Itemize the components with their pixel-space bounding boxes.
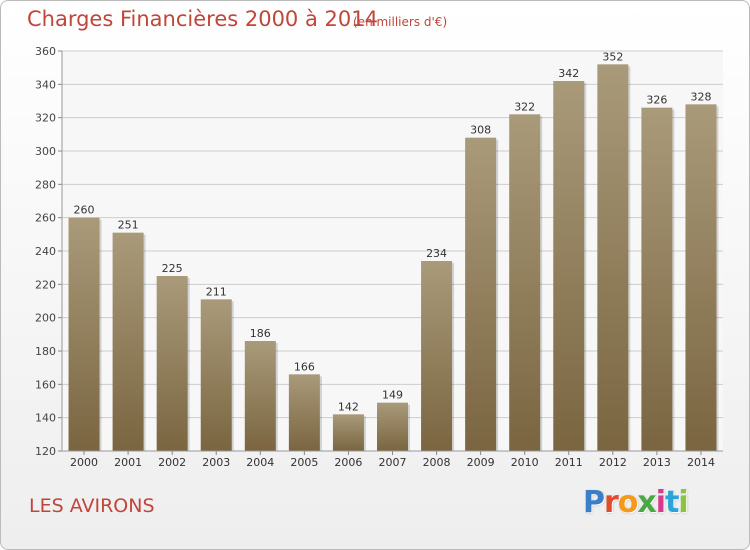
x-tick-label: 2005 (290, 456, 318, 469)
bar-value-label: 225 (162, 262, 183, 275)
x-tick-label: 2002 (158, 456, 186, 469)
bar-2013 (641, 107, 673, 452)
y-tick-label: 220 (35, 278, 56, 291)
logo-letter: o (617, 485, 639, 520)
bar-2011 (553, 81, 585, 451)
logo-letter: x (637, 485, 656, 520)
proxiti-logo: Proxiti (583, 485, 689, 520)
commune-name: LES AVIRONS (29, 495, 155, 517)
y-tick-label: 260 (35, 212, 56, 225)
bar-2014 (685, 104, 717, 451)
bar-2012 (597, 64, 629, 452)
x-tick-label: 2006 (334, 456, 362, 469)
bar-2006 (332, 414, 364, 451)
y-tick-label: 360 (35, 45, 56, 58)
x-tick-label: 2004 (246, 456, 274, 469)
bar-value-label: 211 (206, 285, 227, 298)
x-tick-label: 2012 (599, 456, 627, 469)
y-tick-label: 320 (35, 112, 56, 125)
bar-value-label: 260 (74, 204, 95, 217)
bar-value-label: 234 (426, 247, 447, 260)
bar-2005 (288, 374, 320, 451)
logo-letter: P (583, 485, 605, 520)
bar-2002 (156, 276, 188, 451)
logo-letter: r (604, 485, 619, 520)
logo-letter: i (655, 485, 666, 520)
y-tick-label: 280 (35, 178, 56, 191)
y-tick-label: 340 (35, 78, 56, 91)
bar-value-label: 149 (382, 389, 403, 402)
axes: 120 140 160 180 200 220 240 260 280 300 320 340 360 2… (35, 45, 723, 469)
x-tick-label: 2008 (423, 456, 451, 469)
bar-value-label: 328 (690, 90, 711, 103)
x-tick-label: 2003 (202, 456, 230, 469)
bar-2010 (509, 114, 541, 451)
x-tick-label: 2011 (555, 456, 583, 469)
bar-value-label: 322 (514, 100, 535, 113)
bar-value-label: 251 (118, 219, 139, 232)
logo-letter: i (678, 485, 688, 520)
bar-2009 (465, 137, 497, 451)
bar-value-label: 352 (602, 50, 623, 63)
bars: 260 251 225 211 186 166 142 149 234 308 322 342 352 3… (68, 50, 719, 452)
bar-2007 (377, 402, 408, 451)
bar-2004 (244, 341, 276, 451)
x-tick-label: 2007 (379, 456, 407, 469)
bar-value-label: 342 (558, 67, 579, 80)
bar-2000 (68, 217, 100, 451)
x-tick-label: 2010 (511, 456, 539, 469)
logo-letter: t (665, 485, 679, 520)
x-tick-label: 2000 (70, 456, 98, 469)
chart-title: Charges Financières 2000 à 2014 (27, 7, 378, 31)
bar-value-label: 326 (646, 94, 667, 107)
y-tick-label: 140 (35, 412, 56, 425)
bar-2008 (421, 261, 453, 451)
y-tick-label: 180 (35, 345, 56, 358)
bar-value-label: 308 (470, 124, 491, 137)
x-tick-label: 2014 (687, 456, 715, 469)
y-tick-label: 240 (35, 245, 56, 258)
x-tick-label: 2001 (114, 456, 142, 469)
y-tick-label: 300 (35, 145, 56, 158)
bar-2001 (112, 232, 144, 451)
y-tick-label: 120 (35, 445, 56, 458)
bar-value-label: 186 (250, 327, 271, 340)
chart-subtitle: (en milliers d'€) (353, 15, 448, 29)
x-tick-label: 2009 (467, 456, 495, 469)
bar-2003 (200, 299, 232, 451)
bar-value-label: 142 (338, 400, 359, 413)
x-tick-label: 2013 (643, 456, 671, 469)
bar-value-label: 166 (294, 360, 315, 373)
y-tick-label: 160 (35, 378, 56, 391)
y-tick-label: 200 (35, 312, 56, 325)
